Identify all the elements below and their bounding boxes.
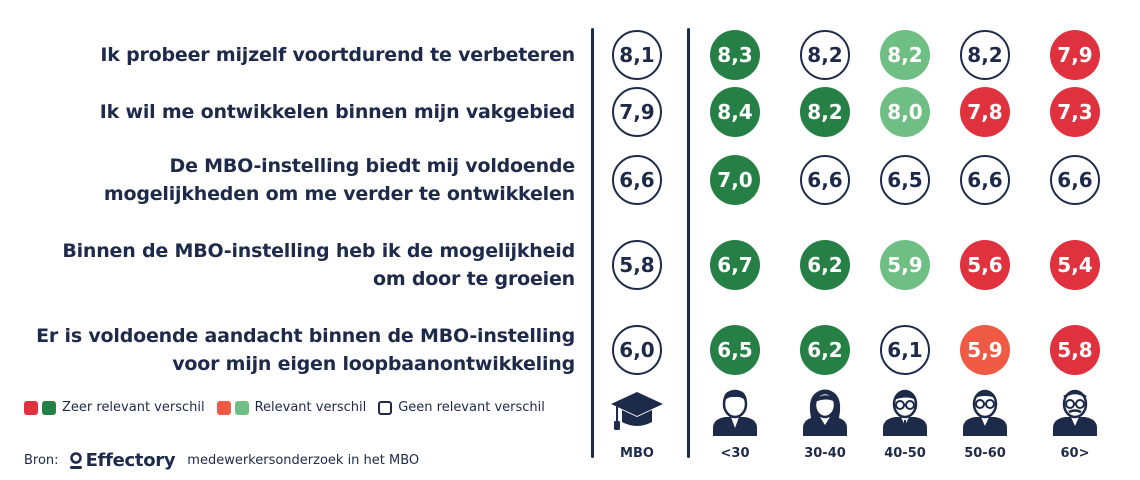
statement-4: Binnen de MBO-instelling heb ik de mogel…: [20, 237, 575, 293]
source-prefix: Bron:: [24, 453, 59, 468]
score-circle: 7,9: [1050, 30, 1100, 80]
score-circle: 7,8: [960, 87, 1010, 137]
score-circle: 8,2: [800, 87, 850, 137]
source-line: Bron: Effectory medewerkersonderzoek in …: [24, 450, 419, 471]
legend-label-zeer: Zeer relevant verschil: [62, 400, 205, 415]
score-circle: 8,1: [612, 30, 662, 80]
column-label: MBO: [620, 446, 654, 461]
senior-man-icon: [1053, 389, 1097, 436]
score-circle: 5,9: [960, 325, 1010, 375]
score-circle: 6,7: [710, 240, 760, 290]
score-circle: 7,0: [710, 155, 760, 205]
effectory-logo: Effectory: [69, 450, 176, 471]
legend-swatch-zeer-green: [42, 400, 56, 415]
column-label: <30: [720, 446, 750, 461]
score-circle: 6,1: [880, 325, 930, 375]
score-circle: 6,5: [710, 325, 760, 375]
score-circle: 6,2: [800, 240, 850, 290]
score-circle: 8,3: [710, 30, 760, 80]
statement-3: De MBO-instelling biedt mij voldoende mog…: [20, 152, 575, 208]
legend-item-geen: Geen relevant verschil: [378, 400, 545, 415]
statement-line: De MBO-instelling biedt mij voldoende: [169, 155, 576, 177]
legend: Zeer relevant verschil Relevant verschil…: [24, 400, 557, 415]
legend-swatch-geen: [378, 400, 393, 415]
score-circle: 7,9: [612, 87, 662, 137]
score-circle: 6,6: [1050, 155, 1100, 205]
statement-2: Ik wil me ontwikkelen binnen mijn vakgeb…: [20, 98, 575, 126]
young-man-icon: [713, 389, 757, 436]
statement-line: Ik probeer mijzelf voortdurend te verbet…: [100, 44, 575, 66]
column-label: 30-40: [804, 446, 846, 461]
score-circle: 5,8: [1050, 325, 1100, 375]
score-circle: 6,6: [800, 155, 850, 205]
score-circle: 6,5: [880, 155, 930, 205]
statement-line: Er is voldoende aandacht binnen de MBO-i…: [36, 325, 575, 347]
legend-swatch-zeer-red: [24, 400, 38, 415]
legend-swatch-rel-green: [234, 400, 249, 415]
divider-line-left: [591, 28, 594, 458]
statement-line: voor mijn eigen loopbaanontwikkeling: [172, 353, 575, 375]
statement-line: Binnen de MBO-instelling heb ik de mogel…: [62, 240, 575, 262]
source-text: medewerkersonderzoek in het MBO: [187, 453, 420, 468]
score-circle: 7,3: [1050, 87, 1100, 137]
score-circle: 8,2: [880, 30, 930, 80]
legend-label-relevant: Relevant verschil: [254, 400, 367, 415]
statement-line: mogelijkheden om me verder te ontwikkele…: [103, 183, 575, 205]
score-circle: 5,9: [880, 240, 930, 290]
statement-5: Er is voldoende aandacht binnen de MBO-i…: [20, 322, 575, 378]
older-man-glasses-icon: [963, 389, 1007, 436]
graduation-cap-icon: [611, 392, 663, 430]
score-circle: 5,4: [1050, 240, 1100, 290]
score-circle: 5,6: [960, 240, 1010, 290]
man-glasses-icon: [883, 389, 927, 436]
score-circle: 5,8: [612, 240, 662, 290]
column-label: 50-60: [964, 446, 1006, 461]
score-circle: 8,4: [710, 87, 760, 137]
score-circle: 8,0: [880, 87, 930, 137]
divider-line-right: [687, 28, 690, 458]
legend-item-zeer: Zeer relevant verschil: [24, 400, 205, 415]
statement-line: om door te groeien: [373, 268, 575, 290]
score-circle: 6,2: [800, 325, 850, 375]
statement-1: Ik probeer mijzelf voortdurend te verbet…: [20, 41, 575, 69]
effectory-logo-icon: [69, 451, 82, 469]
legend-item-relevant: Relevant verschil: [216, 400, 367, 415]
score-circle: 6,0: [612, 325, 662, 375]
legend-label-geen: Geen relevant verschil: [398, 400, 545, 415]
woman-icon: [803, 389, 847, 436]
score-circle: 6,6: [612, 155, 662, 205]
legend-swatch-rel-orange: [216, 400, 231, 415]
score-circle: 8,2: [800, 30, 850, 80]
effectory-brand-name: Effectory: [85, 450, 176, 471]
column-label: 40-50: [884, 446, 926, 461]
statement-line: Ik wil me ontwikkelen binnen mijn vakgeb…: [99, 101, 575, 123]
score-circle: 6,6: [960, 155, 1010, 205]
column-label: 60>: [1060, 446, 1090, 461]
score-circle: 8,2: [960, 30, 1010, 80]
